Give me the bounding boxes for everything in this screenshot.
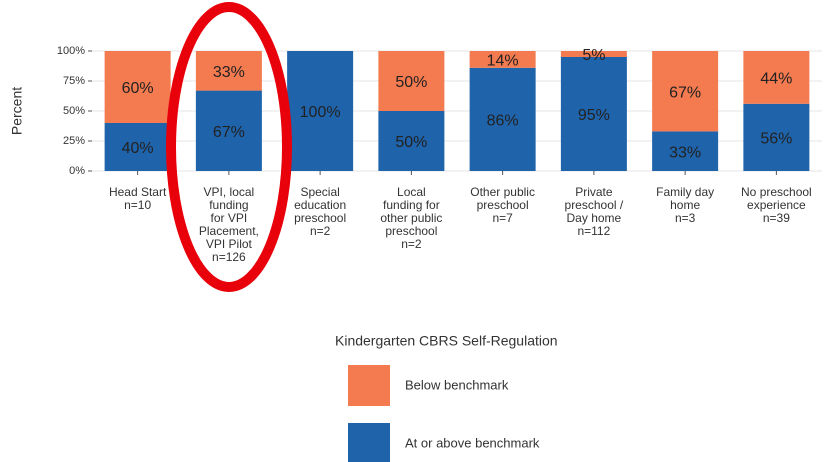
bar-segment	[104, 123, 171, 171]
y-axis-label: Percent	[9, 87, 25, 135]
bar-segment	[652, 51, 719, 132]
legend-swatch	[348, 365, 390, 406]
data-label: 60%	[122, 80, 154, 97]
y-tick-label: 75%	[63, 75, 85, 87]
x-tick-label: VPI, local funding for VPI Placement, VPI Pi…	[199, 185, 259, 264]
data-label: 33%	[669, 144, 701, 161]
bar-segment	[469, 51, 536, 68]
data-label: 5%	[582, 47, 605, 64]
data-label: 44%	[760, 71, 792, 88]
y-tick-label: 50%	[63, 105, 85, 117]
data-label: 95%	[578, 107, 610, 124]
data-label: 56%	[760, 131, 792, 148]
bar-segment	[743, 103, 810, 171]
data-label: 14%	[487, 53, 519, 70]
bar-segment	[560, 57, 627, 171]
legend-swatch	[348, 423, 390, 462]
data-label: 100%	[300, 104, 341, 121]
x-tick-label: Private preschool / Day home n=112	[565, 185, 624, 238]
bar-segment	[195, 51, 262, 91]
y-tick-label: 0%	[69, 165, 85, 177]
data-label: 40%	[122, 140, 154, 157]
legend-label: At or above benchmark	[405, 435, 540, 450]
legend-label: Below benchmark	[405, 377, 509, 392]
data-label: 50%	[395, 134, 427, 151]
bar-segment	[469, 67, 536, 171]
bar-segment	[652, 131, 719, 171]
x-tick-label: Other public preschool n=7	[470, 185, 535, 225]
bar-segment	[104, 51, 171, 123]
x-tick-label: Head Start n=10	[109, 185, 167, 212]
y-tick-label: 100%	[57, 45, 85, 57]
x-tick-label: Family day home n=3	[656, 185, 714, 225]
bar-segment	[287, 51, 354, 171]
bar-segment	[560, 51, 627, 57]
data-label: 50%	[395, 74, 427, 91]
x-tick-label: No preschool experience n=39	[741, 185, 812, 225]
legend-title: Kindergarten CBRS Self-Regulation	[335, 333, 558, 349]
highlight-circle	[166, 2, 292, 292]
bar-segment	[378, 51, 445, 111]
y-tick-label: 25%	[63, 135, 85, 147]
x-tick-label: Local funding for other public preschool n=2	[380, 185, 442, 251]
bar-segment	[743, 51, 810, 104]
data-label: 67%	[213, 124, 245, 141]
data-label: 67%	[669, 84, 701, 101]
data-label: 33%	[213, 64, 245, 81]
x-tick-label: Special education preschool n=2	[294, 185, 346, 238]
data-label: 86%	[487, 113, 519, 130]
bar-segment	[378, 111, 445, 171]
bar-segment	[195, 90, 262, 171]
